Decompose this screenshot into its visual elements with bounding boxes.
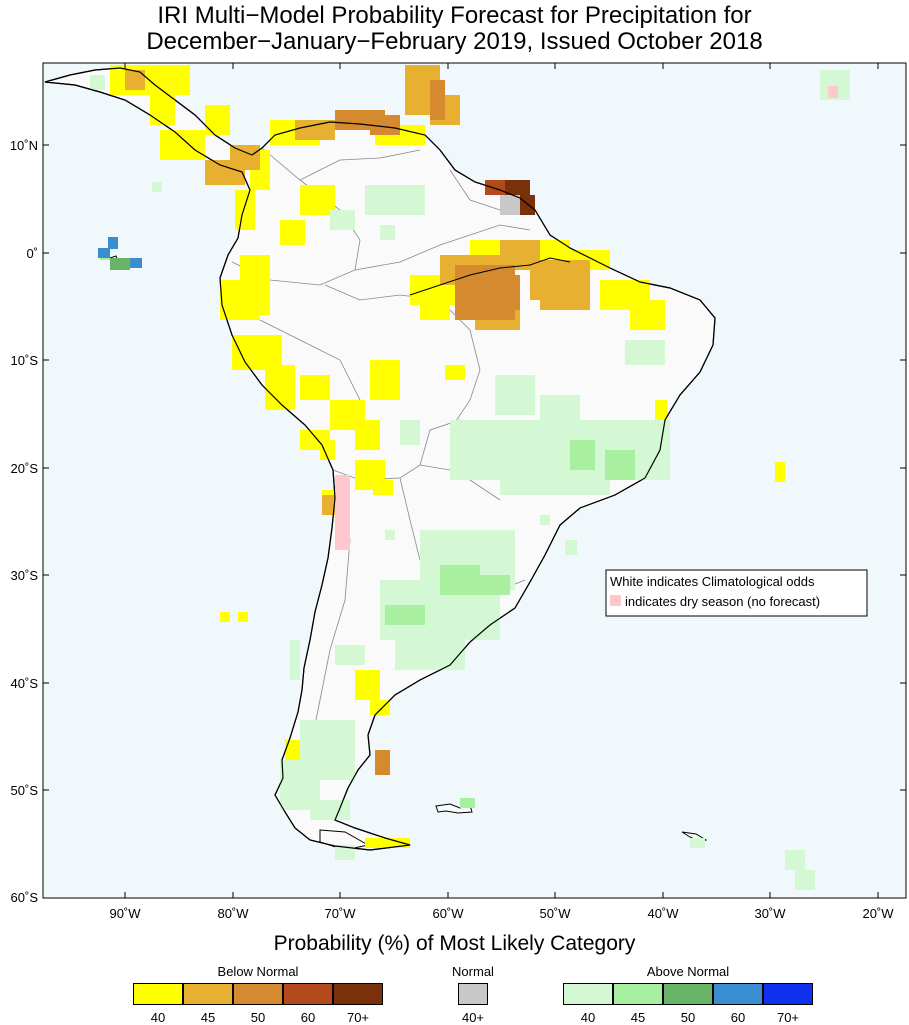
falkland-islands: [435, 803, 473, 814]
above-normal-title: Above Normal: [646, 964, 730, 979]
normal-40-areas: [500, 195, 520, 215]
lat-label: 60˚S: [11, 890, 39, 905]
above-normal-60-areas: [98, 237, 142, 268]
below-normal-level-label: 45: [200, 1010, 216, 1025]
above-normal-45-areas: [100, 250, 635, 808]
below-normal-50-swatch: [233, 983, 283, 1005]
below-normal-level-label: 50: [250, 1010, 266, 1025]
map-title-line2: December−January−February 2019, Issued O…: [146, 28, 763, 55]
above-normal-50-swatch: [663, 983, 713, 1005]
climatology-note: White indicates Climatological odds: [610, 574, 815, 589]
below-normal-45-areas: [125, 65, 590, 750]
lon-label: 50˚W: [539, 906, 571, 921]
lat-label: 0˚: [26, 246, 38, 261]
below-normal-45-swatch: [183, 983, 233, 1005]
lon-label: 80˚W: [217, 906, 249, 921]
amazon-river: [409, 257, 571, 296]
above-normal-level-label: 60: [730, 1010, 746, 1025]
climatology-legend-box: White indicates Climatological odds indi…: [605, 569, 868, 617]
lat-label: 30˚S: [11, 568, 39, 583]
normal-level-label: 40+: [461, 1010, 485, 1025]
above-normal-level-label: 45: [630, 1010, 646, 1025]
above-normal-70-swatch: [763, 983, 813, 1005]
map-title-line1: IRI Multi−Model Probability Forecast for…: [157, 2, 752, 29]
above-normal-40-swatch: [563, 983, 613, 1005]
lon-label: 60˚W: [432, 906, 464, 921]
dry-season-swatch: [610, 595, 621, 606]
axis-ticks: [43, 63, 906, 898]
lat-label: 20˚S: [11, 461, 39, 476]
above-normal-level-label: 40: [580, 1010, 596, 1025]
below-normal-level-label: 40: [150, 1010, 166, 1025]
above-normal-45-swatch: [613, 983, 663, 1005]
map-frame: [42, 62, 907, 899]
dry-season-areas: [335, 86, 838, 550]
lon-label: 20˚W: [862, 906, 894, 921]
below-normal-level-label: 70+: [346, 1010, 370, 1025]
above-normal-60-swatch: [713, 983, 763, 1005]
normal-title: Normal: [452, 964, 494, 979]
lon-label: 30˚W: [754, 906, 786, 921]
below-normal-70-swatch: [333, 983, 383, 1005]
below-normal-title: Below Normal: [217, 964, 299, 979]
lon-label: 40˚W: [647, 906, 679, 921]
lat-label: 10˚S: [11, 353, 39, 368]
dry-season-note: indicates dry season (no forecast): [625, 594, 820, 609]
probability-title: Probability (%) of Most Likely Category: [273, 932, 636, 955]
lon-label: 70˚W: [324, 906, 356, 921]
above-normal-50-areas: [110, 258, 130, 270]
lat-label: 40˚S: [11, 676, 39, 691]
below-normal-40-swatch: [133, 983, 183, 1005]
normal-40-swatch: [458, 983, 488, 1005]
coastline: [44, 67, 716, 851]
lon-label: 90˚W: [109, 906, 141, 921]
below-normal-level-label: 60: [300, 1010, 316, 1025]
lat-label: 50˚S: [11, 783, 39, 798]
above-normal-level-label: 70+: [776, 1010, 800, 1025]
above-normal-level-label: 50: [680, 1010, 696, 1025]
lat-label: 10˚N: [10, 138, 38, 153]
below-normal-60-swatch: [283, 983, 333, 1005]
